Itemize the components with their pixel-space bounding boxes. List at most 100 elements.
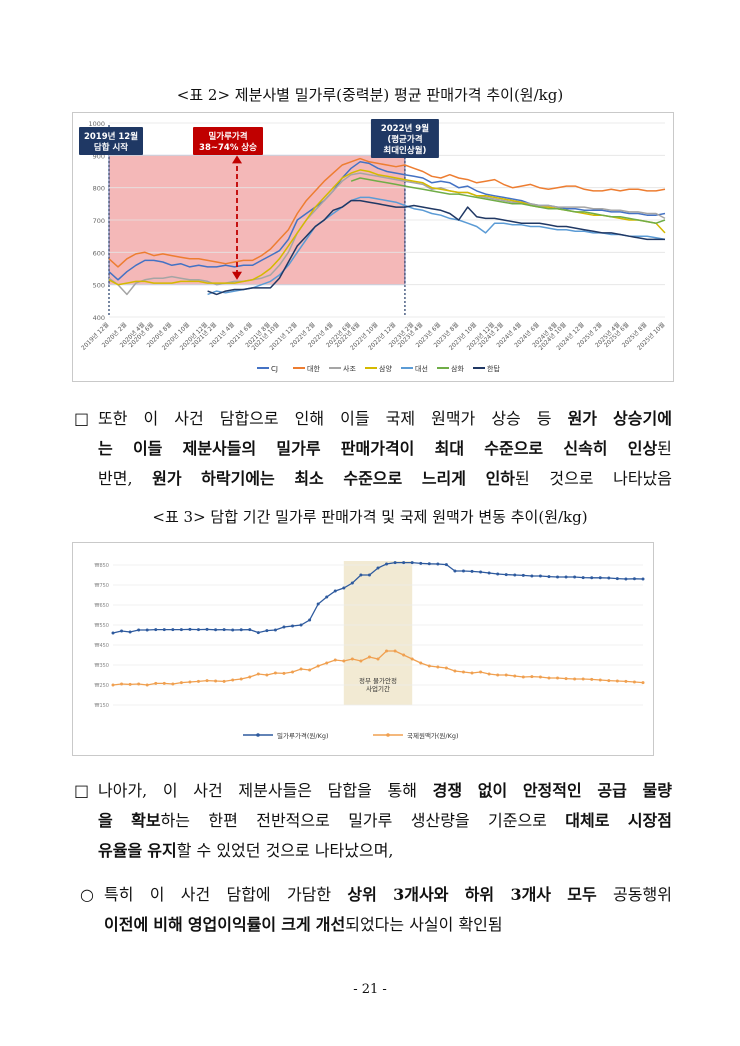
y-tick-label: ₩450 [95,643,110,649]
series-point [273,628,277,632]
series-point [632,680,636,684]
series-point [538,675,542,679]
y-tick-label: ₩150 [95,703,110,709]
series-point [350,581,354,585]
series-point [530,574,534,578]
series-point [641,681,645,685]
annotation-start-text: 2019년 12월 [84,131,138,142]
series-point [256,631,260,635]
series-point [641,577,645,581]
series-point [376,566,380,570]
y-tick-label: 400 [93,314,105,322]
annotation-peak-text: (평균가격 [387,134,422,145]
series-point [325,661,329,665]
series-point [171,682,175,686]
series-point [137,628,141,632]
y-tick-label: ₩750 [95,583,110,589]
series-point [120,682,124,686]
series-point [556,575,560,579]
y-tick-label: ₩650 [95,603,110,609]
series-point [496,572,500,576]
y-tick-label: 1000 [88,120,105,128]
series-point [556,676,560,680]
series-point [196,628,200,632]
series-point [145,683,149,687]
series-point [179,628,183,632]
series-point [308,618,312,622]
series-point [291,624,295,628]
series-point [470,569,474,573]
para3-line-2: 이전에 비해 영업이익률이 크게 개선되었다는 사실이 확인됨 [104,915,503,934]
series-point [171,628,175,632]
legend-label-삼양: 삼양 [379,364,392,373]
y-tick-label: 900 [93,152,105,160]
series-point [513,674,517,678]
period-label: 사업기간 [366,684,390,693]
legend-label-삼화: 삼화 [451,364,464,373]
annotation-start-text: 담합 시작 [94,142,128,153]
series-point [632,577,636,581]
series-point [205,679,209,683]
series-point [607,679,611,683]
series-line-CJ [108,161,666,281]
series-point [316,602,320,606]
series-point [573,575,577,579]
legend-label: 밀가루가격(원/Kg) [277,731,329,740]
series-point [333,658,337,662]
table3-chart-box: 정부 물가안정 사업기간 ₩150 ₩250 ₩350 ₩450 ₩550 ₩650 ₩750 ₩… [72,542,654,756]
series-point [410,657,414,661]
table2-chart-box: 400 500 600 700 800 900 1000 2019년 12월 담합 시작 밀가루가… [72,112,674,382]
page-number: - 21 - [353,982,387,997]
series-point [581,576,585,580]
series-point [436,562,440,566]
series-point [222,679,226,683]
series-point [239,677,243,681]
series-point [453,569,457,573]
annotation-peak-text: 최대인상월) [383,145,426,156]
series-point [196,679,200,683]
series-point [521,573,525,577]
series-point [385,562,389,566]
annotation-peak-bg [370,119,439,158]
series-point [624,577,628,581]
series-point [573,677,577,681]
legend-label-대한: 대한 [307,365,320,373]
legend-marker [256,733,260,737]
series-point [188,680,192,684]
series-point [120,629,124,633]
series-point [367,655,371,659]
series-point [282,671,286,675]
table2-caption: <표 2> 제분사별 밀가루(중력분) 평균 판매가격 추이(원/kg) [176,86,564,104]
para1-line-2: 는 이들 제분사들의 밀가루 판매가격이 최대 수준으로 신속히 인상된 [98,439,672,458]
table3-caption: <표 3> 담합 기간 밀가루 판매가격 및 국제 원맥가 변동 추이(원/kg… [152,508,588,526]
para2-line-3: 유율을 유지할 수 있었던 것으로 나타났으며, [98,841,394,860]
y-tick-label: 600 [93,249,105,257]
series-point [299,667,303,671]
y-tick-label: ₩250 [95,683,110,689]
circle-bullet: ○ [80,885,94,904]
series-point [333,589,337,593]
series-point [615,679,619,683]
series-line-삼화 [350,177,666,224]
series-point [273,671,277,675]
series-point [162,628,166,632]
series-point [607,576,611,580]
series-point [265,629,269,633]
series-point [590,576,594,580]
series-point [248,675,252,679]
series-point [487,672,491,676]
series-point [367,573,371,577]
series-point [615,577,619,581]
series-point [385,649,389,653]
legend-label-사조: 사조 [343,364,356,373]
series-point [504,573,508,577]
series-point [214,679,218,683]
series-point [128,630,132,634]
series-point [530,675,534,679]
period-label: 정부 물가안정 [359,676,397,685]
series-line-한탑 [207,199,665,296]
series-point [444,563,448,567]
series-point [291,670,295,674]
